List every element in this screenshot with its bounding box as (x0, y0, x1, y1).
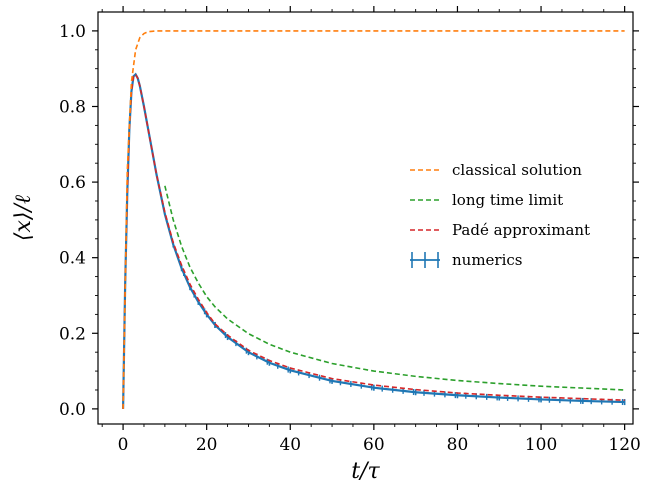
legend-label: numerics (452, 251, 523, 269)
y-tick-label: 0.4 (59, 249, 86, 269)
series-line-pad-approximant (122, 73, 625, 409)
plot-frame (97, 11, 634, 425)
x-tick-label: 80 (447, 435, 469, 455)
series-layer (121, 30, 626, 409)
y-tick-label: 0.2 (59, 324, 86, 344)
x-tick-label: 120 (608, 435, 640, 455)
legend: classical solution long time limit Padé ap… (410, 161, 590, 269)
y-axis-label: ⟨x⟩/ℓ (11, 194, 36, 241)
series-line-long-time-limit (164, 185, 625, 391)
legend-label: Padé approximant (452, 221, 590, 239)
legend-label: classical solution (452, 161, 582, 179)
x-axis-label: t/τ (351, 459, 380, 484)
legend-label: long time limit (452, 191, 563, 209)
x-tick-label: 20 (196, 435, 218, 455)
y-tick-label: 1.0 (59, 22, 86, 42)
x-tick-label: 40 (279, 435, 301, 455)
y-tick-label: 0.0 (59, 400, 86, 420)
x-tick-label: 60 (363, 435, 385, 455)
y-tick-label: 0.6 (59, 173, 86, 193)
y-tick-label: 0.8 (59, 97, 86, 117)
axes-layer: 0 20 40 60 80 100 120 0.0 0.2 0.4 0.6 0.8 1.0 (59, 6, 641, 455)
x-tick-label: 100 (525, 435, 557, 455)
series-line-classical-solution (122, 30, 625, 409)
series-line-numerics (121, 72, 625, 409)
x-tick-label: 0 (118, 435, 129, 455)
